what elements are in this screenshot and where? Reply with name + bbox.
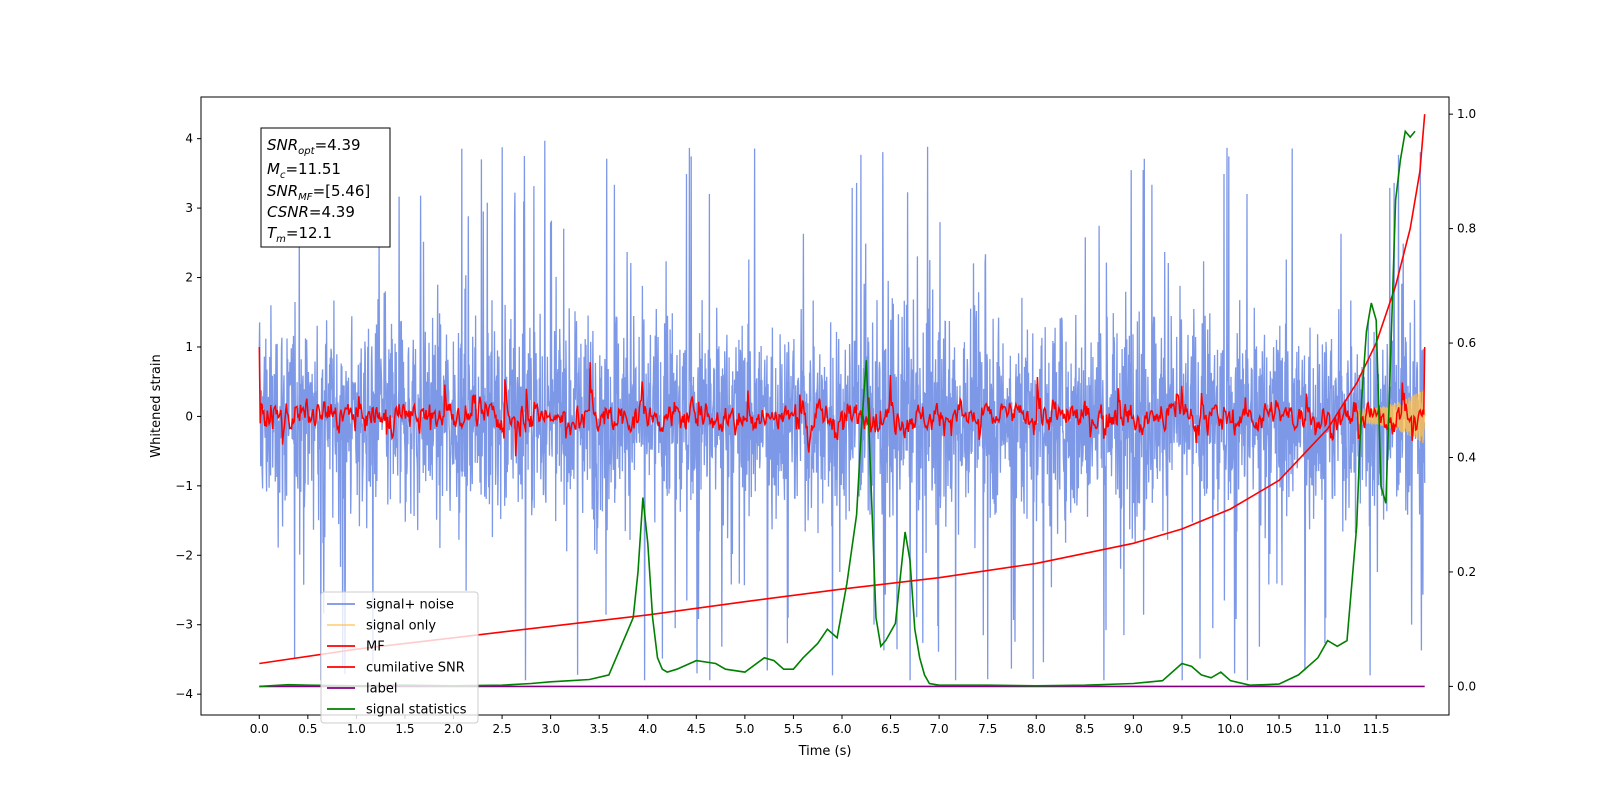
y2-tick-label: 0.8 <box>1457 222 1476 236</box>
annotation-mc: Mc=11.51 <box>267 160 341 181</box>
x-tick-label: 1.5 <box>395 722 414 736</box>
legend-label: signal+ noise <box>366 598 454 613</box>
y-tick-label: 2 <box>185 271 193 285</box>
annotation-csnr: CSNR=4.39 <box>267 203 355 221</box>
y2-tick-label: 0.6 <box>1457 336 1476 350</box>
annotation-snr-opt: SNRopt=4.39 <box>267 136 361 157</box>
y-tick-label: −4 <box>175 687 193 701</box>
legend-label: signal statistics <box>366 703 467 718</box>
series-mf <box>258 346 1426 457</box>
x-tick-label: 4.5 <box>687 722 706 736</box>
x-axis: 0.0 0.5 1.0 1.5 2.0 2.5 3.0 3.5 4.0 4.5 5.0 5.5 6.0 6… <box>250 715 1390 736</box>
x-tick-label: 9.0 <box>1124 722 1143 736</box>
series-signal-statistics <box>259 129 1416 688</box>
x-tick-label: 7.0 <box>930 722 949 736</box>
y-tick-label: 3 <box>185 201 193 215</box>
x-tick-label: 11.5 <box>1363 722 1390 736</box>
y-tick-label: 0 <box>185 409 193 423</box>
annotation-snr-mf: SNRMF=[5.46] <box>267 182 370 203</box>
y2-tick-label: 0.0 <box>1457 679 1476 693</box>
x-tick-label: 4.0 <box>638 722 657 736</box>
x-tick-label: 6.0 <box>832 722 851 736</box>
legend-label: signal only <box>366 619 436 634</box>
annotation-frame <box>260 127 391 248</box>
x-tick-label: 10.5 <box>1266 722 1293 736</box>
annotation-tm: Tm=12.1 <box>267 224 332 245</box>
y-axis-label: Whitened strain <box>149 354 164 457</box>
y-tick-label: −2 <box>175 548 193 562</box>
x-tick-label: 2.0 <box>444 722 463 736</box>
legend: signal+ noise signal only MF cumilative SNR… <box>320 591 479 724</box>
series-layer <box>258 114 1426 688</box>
axes-frame <box>200 96 1450 716</box>
y-axis-left: 4 3 2 1 0 −1 −2 −3 −4 <box>175 132 201 701</box>
x-axis-label: Time (s) <box>798 744 852 759</box>
legend-frame <box>320 591 479 724</box>
x-tick-label: 3.5 <box>590 722 609 736</box>
x-tick-label: 8.0 <box>1027 722 1046 736</box>
x-tick-label: 7.5 <box>978 722 997 736</box>
x-tick-label: 0.0 <box>250 722 269 736</box>
x-tick-label: 6.5 <box>881 722 900 736</box>
y-tick-label: 4 <box>185 132 193 146</box>
x-tick-label: 1.0 <box>347 722 366 736</box>
x-tick-label: 11.0 <box>1314 722 1341 736</box>
y2-tick-label: 1.0 <box>1457 107 1476 121</box>
y-tick-label: −1 <box>175 479 193 493</box>
legend-label: label <box>366 682 397 697</box>
y-tick-label: 1 <box>185 340 193 354</box>
x-tick-label: 5.5 <box>784 722 803 736</box>
legend-entries: signal+ noise signal only MF cumilative SNR… <box>327 598 467 718</box>
x-tick-label: 9.5 <box>1172 722 1191 736</box>
y-tick-label: −3 <box>175 618 193 632</box>
y2-tick-label: 0.2 <box>1457 565 1476 579</box>
annotation-box: SNRopt=4.39 Mc=11.51 SNRMF=[5.46] CSNR=4… <box>260 127 391 248</box>
x-tick-label: 0.5 <box>298 722 317 736</box>
legend-label: MF <box>366 640 385 655</box>
x-tick-label: 5.0 <box>735 722 754 736</box>
x-tick-label: 8.5 <box>1075 722 1094 736</box>
x-tick-label: 10.0 <box>1217 722 1244 736</box>
y2-tick-label: 0.4 <box>1457 451 1476 465</box>
x-tick-label: 2.5 <box>493 722 512 736</box>
x-tick-label: 3.0 <box>541 722 560 736</box>
plot-area <box>200 96 1450 716</box>
legend-label: cumilative SNR <box>366 661 465 676</box>
series-signal-plus-noise <box>258 140 1426 681</box>
y-axis-right: 1.0 0.8 0.6 0.4 0.2 0.0 <box>1449 107 1476 693</box>
